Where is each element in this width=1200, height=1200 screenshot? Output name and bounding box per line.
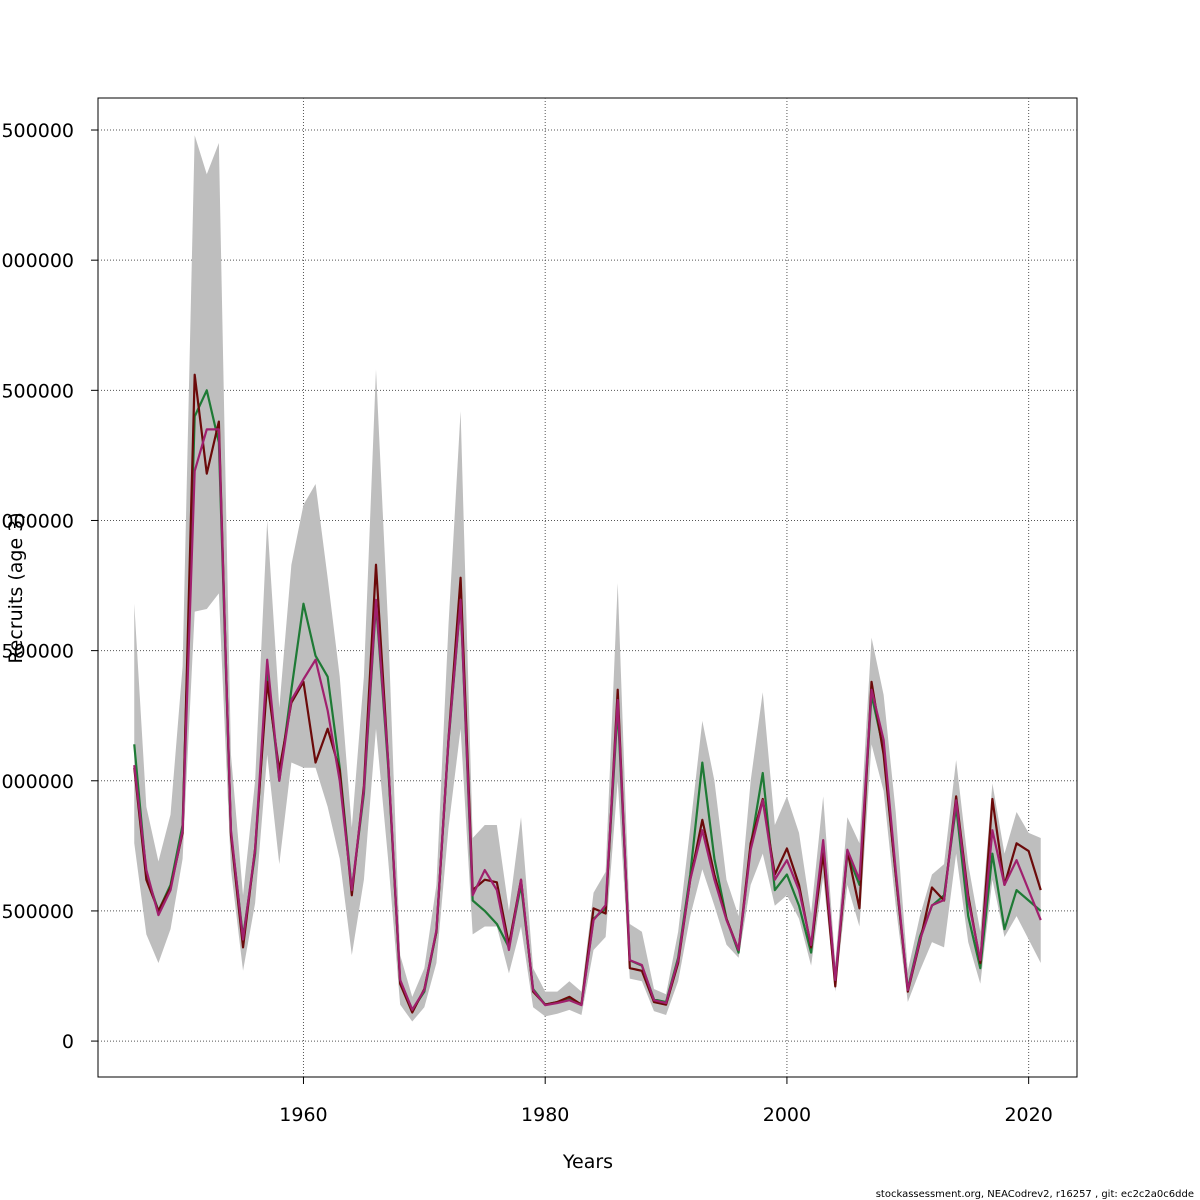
y-tick-label: 500000 (1, 901, 74, 923)
y-tick-label: 1000000 (0, 771, 74, 793)
x-tick-label: 2000 (763, 1104, 811, 1126)
series-line (133, 428, 1042, 1011)
y-tick-label: 3000000 (0, 250, 74, 272)
y-tick-label: 2500000 (0, 380, 74, 402)
x-tick-label: 1960 (279, 1104, 327, 1126)
x-tick-label: 1980 (521, 1104, 569, 1126)
footnote: stockassessment.org, NEACodrev2, r16257 … (876, 1189, 1194, 1200)
x-axis-label: Years (562, 1151, 613, 1173)
y-tick-label: 2000000 (0, 510, 74, 532)
y-axis-label: Recruits (age 3) (5, 512, 27, 663)
confidence-band (134, 135, 1041, 1022)
plot-frame (97, 97, 1078, 1078)
y-tick-label: 0 (62, 1031, 74, 1053)
x-tick-label: 2020 (1004, 1104, 1052, 1126)
y-tick-label: 3500000 (0, 120, 74, 142)
y-tick-label: 1500000 (0, 641, 74, 663)
